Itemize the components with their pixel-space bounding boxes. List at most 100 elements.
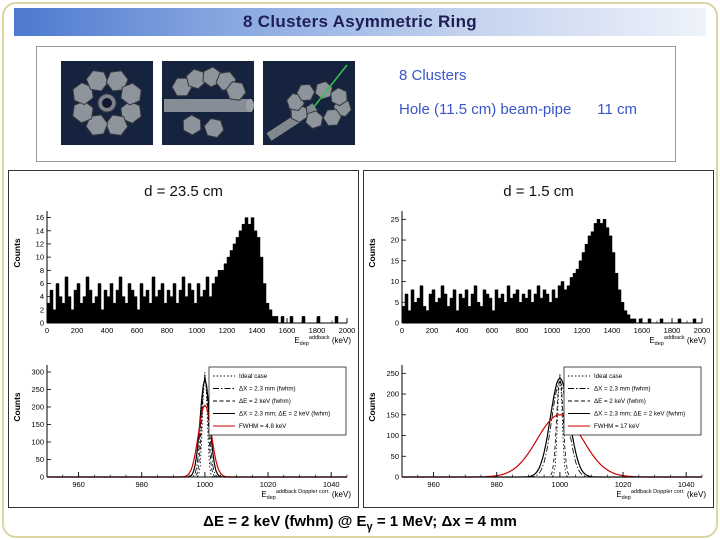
svg-text:960: 960 bbox=[427, 480, 440, 489]
svg-text:4: 4 bbox=[40, 292, 44, 301]
svg-text:Edepaddback Doppler corr. (keV: Edepaddback Doppler corr. (keV) bbox=[616, 489, 706, 501]
svg-text:400: 400 bbox=[456, 326, 469, 335]
svg-text:25: 25 bbox=[391, 215, 399, 224]
svg-text:ΔE = 2 keV (fwhm): ΔE = 2 keV (fwhm) bbox=[594, 398, 646, 405]
svg-text:Counts: Counts bbox=[367, 238, 377, 268]
svg-text:0: 0 bbox=[395, 319, 399, 328]
svg-text:Counts: Counts bbox=[12, 392, 22, 422]
svg-text:Counts: Counts bbox=[367, 392, 377, 422]
svg-text:1800: 1800 bbox=[309, 326, 326, 335]
svg-text:200: 200 bbox=[71, 326, 84, 335]
svg-text:2000: 2000 bbox=[339, 326, 355, 335]
svg-text:800: 800 bbox=[516, 326, 529, 335]
panel-title: d = 23.5 cm bbox=[144, 183, 223, 200]
addback-spectrum-chart-right: 0 5 10 15 20 25 0 200 400 600 800 1000 1200 1400 1600 1… bbox=[367, 211, 710, 347]
svg-text:1200: 1200 bbox=[219, 326, 236, 335]
svg-text:ΔX = 2.3 mm; ΔE = 2 keV (fwhm): ΔX = 2.3 mm; ΔE = 2 keV (fwhm) bbox=[594, 411, 685, 418]
panel-title: d = 1.5 cm bbox=[503, 183, 574, 200]
svg-text:980: 980 bbox=[135, 480, 148, 489]
panel-far-distance: d = 23.5 cm 0 2 4 6 8 10 12 14 16 0 200 400 600 800 10… bbox=[8, 170, 359, 508]
svg-text:980: 980 bbox=[490, 480, 503, 489]
svg-text:800: 800 bbox=[161, 326, 174, 335]
svg-text:Ideal case: Ideal case bbox=[594, 373, 623, 380]
addback-spectrum-chart-left: 0 2 4 6 8 10 12 14 16 0 200 400 600 800 1000 1200 1400 16… bbox=[12, 211, 355, 347]
svg-text:0: 0 bbox=[400, 326, 404, 335]
svg-text:1600: 1600 bbox=[279, 326, 296, 335]
svg-text:200: 200 bbox=[386, 390, 399, 399]
svg-text:600: 600 bbox=[131, 326, 144, 335]
svg-text:2000: 2000 bbox=[694, 326, 710, 335]
title-banner: 8 Clusters Asymmetric Ring bbox=[14, 8, 706, 36]
svg-text:1000: 1000 bbox=[197, 480, 214, 489]
svg-text:150: 150 bbox=[31, 420, 44, 429]
svg-text:1400: 1400 bbox=[604, 326, 621, 335]
svg-text:1800: 1800 bbox=[664, 326, 681, 335]
svg-text:Edepaddback (keV): Edepaddback (keV) bbox=[649, 335, 706, 347]
svg-text:0: 0 bbox=[395, 473, 399, 482]
svg-text:ΔX = 2.3 mm (fwhm): ΔX = 2.3 mm (fwhm) bbox=[594, 386, 651, 393]
svg-text:5: 5 bbox=[395, 298, 399, 307]
svg-text:1000: 1000 bbox=[544, 326, 561, 335]
svg-text:6: 6 bbox=[40, 279, 44, 288]
svg-text:400: 400 bbox=[101, 326, 114, 335]
detector-render-front bbox=[61, 61, 153, 145]
svg-text:1000: 1000 bbox=[189, 326, 206, 335]
svg-text:600: 600 bbox=[486, 326, 499, 335]
svg-text:200: 200 bbox=[31, 403, 44, 412]
svg-text:50: 50 bbox=[391, 452, 399, 461]
svg-text:Ideal case: Ideal case bbox=[239, 373, 268, 380]
info-box: 8 Clusters Hole (11.5 cm) beam-pipe 11 cm bbox=[36, 46, 676, 162]
svg-text:0: 0 bbox=[40, 319, 44, 328]
caption-gamma-sub: γ bbox=[366, 521, 373, 533]
svg-text:50: 50 bbox=[36, 455, 44, 464]
svg-text:ΔX = 2.3 mm; ΔE = 2 keV (fwhm): ΔX = 2.3 mm; ΔE = 2 keV (fwhm) bbox=[239, 411, 330, 418]
svg-text:100: 100 bbox=[31, 438, 44, 447]
svg-text:1400: 1400 bbox=[249, 326, 266, 335]
svg-text:960: 960 bbox=[72, 480, 85, 489]
svg-text:Edepaddback Doppler corr. (keV: Edepaddback Doppler corr. (keV) bbox=[261, 489, 351, 501]
svg-text:16: 16 bbox=[36, 213, 44, 222]
info-hole-text: Hole (11.5 cm) beam-pipe bbox=[399, 101, 572, 118]
svg-text:0: 0 bbox=[40, 473, 44, 482]
doppler-peak-chart-right: 0 50 100 150 200 250 960 980 1000 1020 1040 Counts E… bbox=[367, 365, 706, 501]
svg-text:ΔX = 2.3 mm (fwhm): ΔX = 2.3 mm (fwhm) bbox=[239, 386, 296, 393]
panel-near-distance: d = 1.5 cm 0 5 10 15 20 25 0 200 400 600 800 1000 12… bbox=[363, 170, 714, 508]
svg-text:ΔE = 2 keV (fwhm): ΔE = 2 keV (fwhm) bbox=[239, 398, 291, 405]
caption-post: = 1 MeV; Δx = 4 mm bbox=[372, 513, 517, 530]
svg-text:1040: 1040 bbox=[678, 480, 695, 489]
svg-text:10: 10 bbox=[36, 253, 44, 262]
svg-text:200: 200 bbox=[426, 326, 439, 335]
detector-renders bbox=[61, 61, 355, 145]
info-clusters-label: 8 Clusters bbox=[399, 67, 467, 84]
svg-text:100: 100 bbox=[386, 431, 399, 440]
svg-text:0: 0 bbox=[45, 326, 49, 335]
svg-text:1040: 1040 bbox=[323, 480, 340, 489]
doppler-peak-chart-left: 0 50 100 150 200 250 300 960 980 1000 1020 1040 Coun… bbox=[12, 365, 351, 501]
detector-render-angle bbox=[263, 61, 355, 145]
svg-text:250: 250 bbox=[31, 385, 44, 394]
slide-title: 8 Clusters Asymmetric Ring bbox=[243, 12, 477, 31]
detector-render-side bbox=[162, 61, 254, 145]
info-hole-distance: 11 cm bbox=[597, 101, 638, 118]
svg-text:250: 250 bbox=[386, 369, 399, 378]
svg-text:2: 2 bbox=[40, 305, 44, 314]
svg-text:Counts: Counts bbox=[12, 238, 22, 268]
svg-text:FWHM = 17 keV: FWHM = 17 keV bbox=[594, 423, 640, 430]
svg-text:1200: 1200 bbox=[574, 326, 591, 335]
svg-text:150: 150 bbox=[386, 410, 399, 419]
svg-text:300: 300 bbox=[31, 368, 44, 377]
svg-text:1020: 1020 bbox=[615, 480, 632, 489]
svg-text:1000: 1000 bbox=[552, 480, 569, 489]
svg-text:1020: 1020 bbox=[260, 480, 277, 489]
svg-text:15: 15 bbox=[391, 256, 399, 265]
info-hole-label: Hole (11.5 cm) beam-pipe 11 cm bbox=[399, 101, 637, 118]
caption: ΔE = 2 keV (fwhm) @ Eγ = 1 MeV; Δx = 4 m… bbox=[0, 513, 720, 533]
svg-text:12: 12 bbox=[36, 239, 44, 248]
svg-text:14: 14 bbox=[36, 226, 44, 235]
svg-text:20: 20 bbox=[391, 236, 399, 245]
svg-text:FWHM = 4.8 keV: FWHM = 4.8 keV bbox=[239, 423, 287, 430]
svg-text:Edepaddback (keV): Edepaddback (keV) bbox=[294, 335, 351, 347]
caption-pre: ΔE = 2 keV (fwhm) @ E bbox=[203, 513, 367, 530]
svg-text:8: 8 bbox=[40, 266, 44, 275]
